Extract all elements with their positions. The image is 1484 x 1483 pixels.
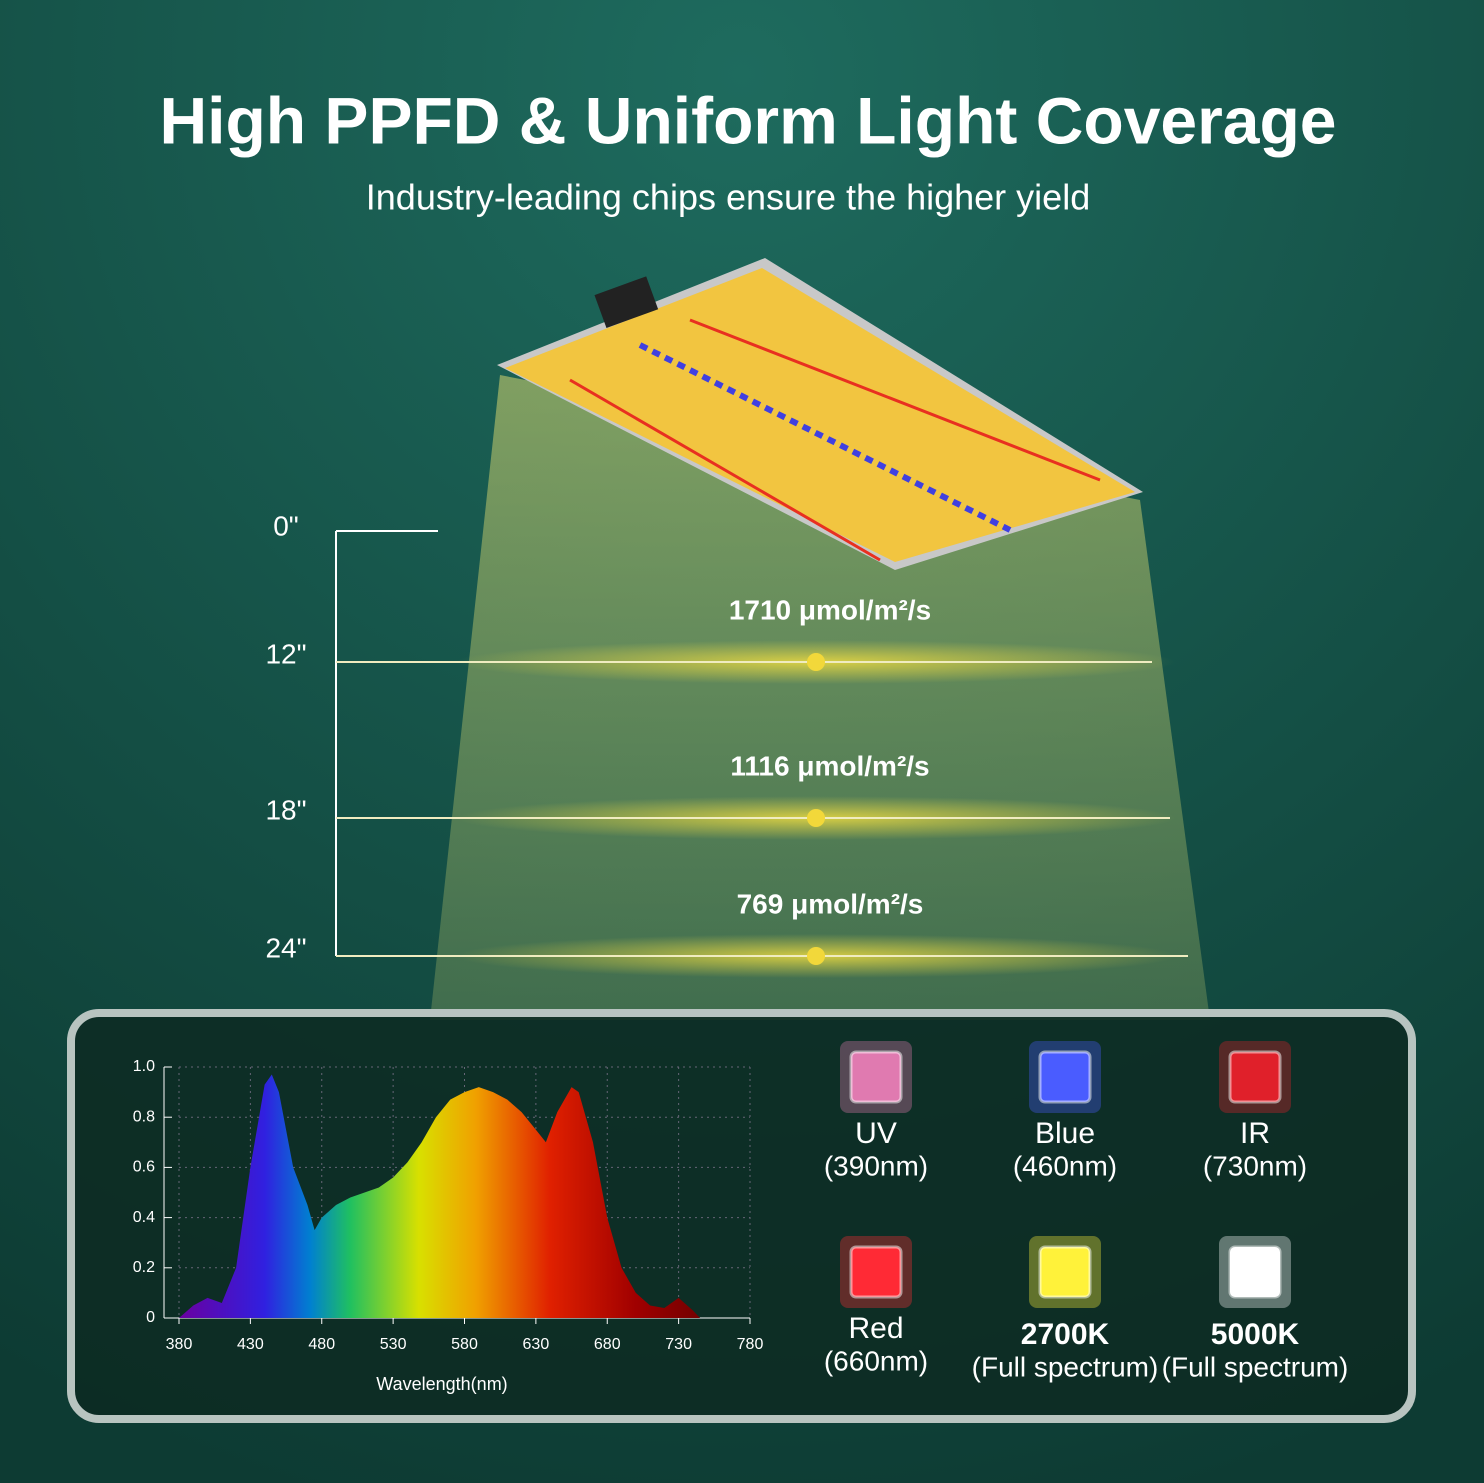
y-tick-label: 0.6 [133,1159,155,1176]
x-tick-label: 480 [308,1336,335,1353]
x-axis-label: Wavelength(nm) [376,1374,507,1394]
y-tick-label: 0.8 [133,1108,155,1125]
led-chip [849,1050,903,1104]
led-chip [1038,1245,1092,1299]
x-tick-label: 780 [737,1336,764,1353]
y-tick-label: 0.4 [133,1209,155,1226]
lamp [497,258,1143,570]
led-chip [1228,1245,1282,1299]
x-tick-label: 430 [237,1336,264,1353]
ppfd-label: 769 μmol/m²/s [737,888,924,919]
led-name: 2700K [1021,1318,1110,1351]
height-label: 24" [265,932,306,963]
level-dot [807,809,825,827]
spectrum-area [179,1074,701,1318]
x-tick-label: 630 [523,1336,550,1353]
led-name: Red [848,1312,903,1345]
subtitle: Industry-leading chips ensure the higher… [366,177,1090,218]
y-tick-label: 0 [146,1309,155,1326]
height-ruler [335,530,438,956]
led-name: IR [1240,1117,1270,1150]
led-spec: (460nm) [1013,1150,1117,1181]
led-chip [1038,1050,1092,1104]
ppfd-label: 1116 μmol/m²/s [730,750,929,781]
height-label: 18" [265,794,306,825]
led-chip [849,1245,903,1299]
led-chip [1228,1050,1282,1104]
led-spec: (Full spectrum) [972,1351,1159,1382]
led-name: Blue [1035,1117,1095,1150]
ppfd-label: 1710 μmol/m²/s [729,594,931,625]
led-spec: (Full spectrum) [1162,1351,1349,1382]
y-tick-label: 0.2 [133,1259,155,1276]
led-name: UV [855,1117,897,1150]
x-tick-label: 680 [594,1336,621,1353]
level-dot [807,947,825,965]
level-dot [807,653,825,671]
x-tick-label: 730 [665,1336,692,1353]
light-cone [430,375,1210,1020]
x-tick-label: 580 [451,1336,478,1353]
y-tick-label: 1.0 [133,1058,155,1075]
height-label: 12" [265,638,306,669]
led-name: 5000K [1211,1318,1300,1351]
title: High PPFD & Uniform Light Coverage [159,83,1336,157]
led-spec: (660nm) [824,1345,928,1376]
height-label: 0" [273,510,299,541]
x-tick-label: 380 [166,1336,193,1353]
x-tick-label: 530 [380,1336,407,1353]
led-spec: (390nm) [824,1150,928,1181]
led-spec: (730nm) [1203,1150,1307,1181]
